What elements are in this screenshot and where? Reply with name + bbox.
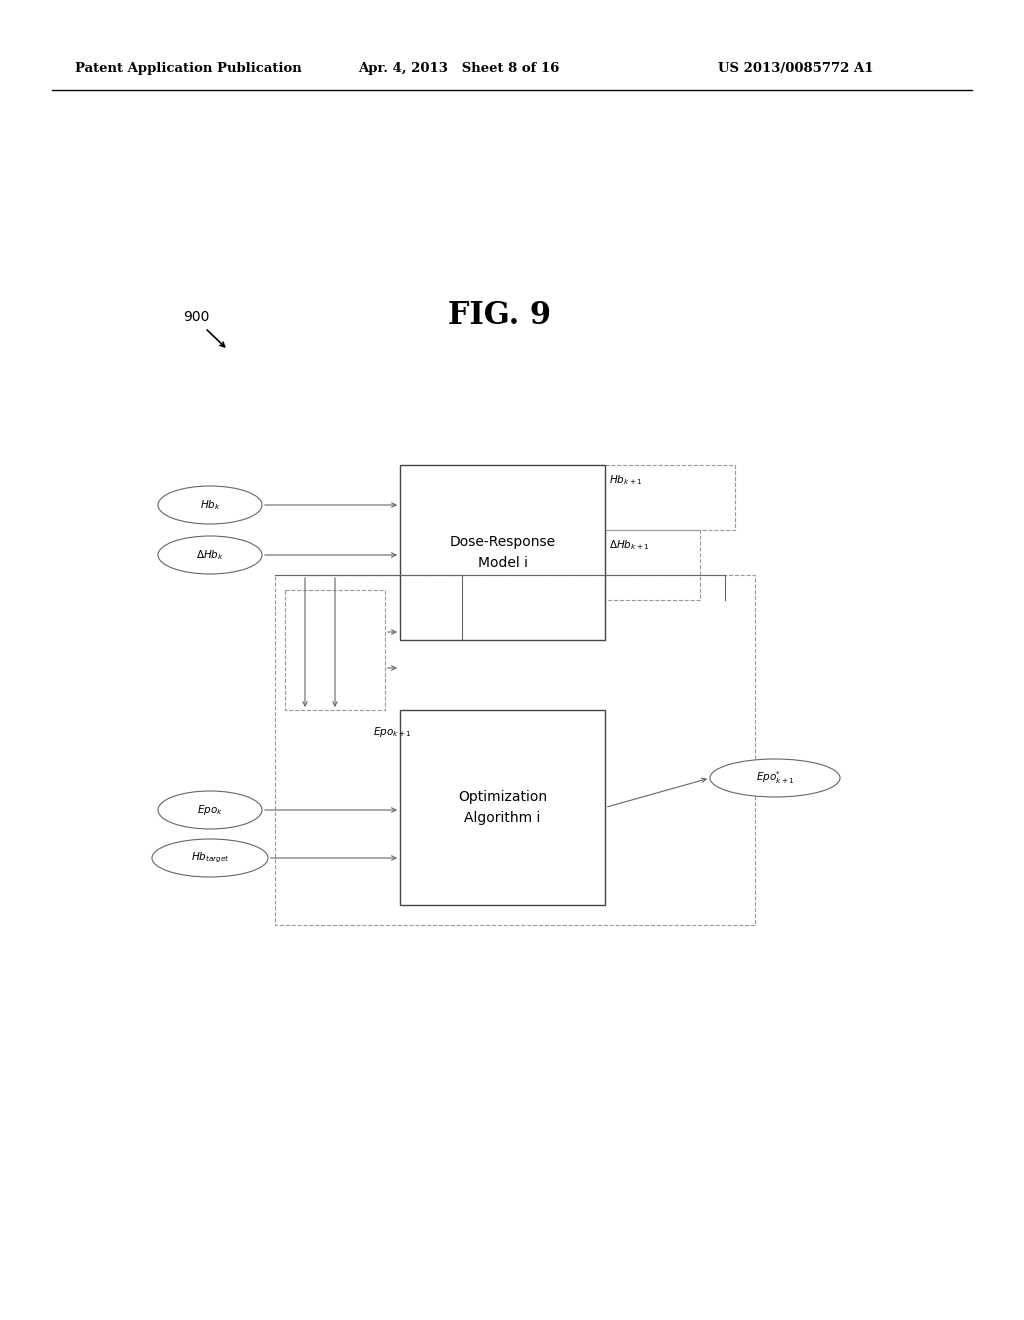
Text: $Hb_{target}$: $Hb_{target}$	[190, 851, 229, 865]
Ellipse shape	[158, 536, 262, 574]
Bar	[400, 465, 605, 640]
Text: Apr. 4, 2013   Sheet 8 of 16: Apr. 4, 2013 Sheet 8 of 16	[358, 62, 559, 75]
Text: $\Delta Hb_k$: $\Delta Hb_k$	[196, 548, 224, 562]
Bar	[605, 531, 700, 601]
Text: Dose-Response
Model i: Dose-Response Model i	[450, 535, 556, 570]
Text: $Epo_{k+1}^{*}$: $Epo_{k+1}^{*}$	[756, 770, 795, 787]
Bar	[605, 465, 735, 531]
Text: $Hb_k$: $Hb_k$	[200, 498, 220, 512]
Text: US 2013/0085772 A1: US 2013/0085772 A1	[718, 62, 873, 75]
Bar	[285, 590, 385, 710]
Ellipse shape	[710, 759, 840, 797]
Ellipse shape	[158, 486, 262, 524]
Text: $Epo_k$: $Epo_k$	[197, 803, 223, 817]
Text: FIG. 9: FIG. 9	[449, 300, 552, 331]
Text: Optimization
Algorithm i: Optimization Algorithm i	[458, 791, 547, 825]
Text: $Epo_{k+1}$: $Epo_{k+1}$	[373, 725, 412, 739]
Text: $\Delta Hb_{k+1}$: $\Delta Hb_{k+1}$	[609, 539, 649, 552]
Bar	[275, 576, 755, 925]
Text: 900: 900	[183, 310, 209, 323]
Text: $Hb_{k+1}$: $Hb_{k+1}$	[609, 473, 642, 487]
Bar	[400, 710, 605, 906]
Ellipse shape	[158, 791, 262, 829]
Ellipse shape	[152, 840, 268, 876]
Text: Patent Application Publication: Patent Application Publication	[75, 62, 302, 75]
